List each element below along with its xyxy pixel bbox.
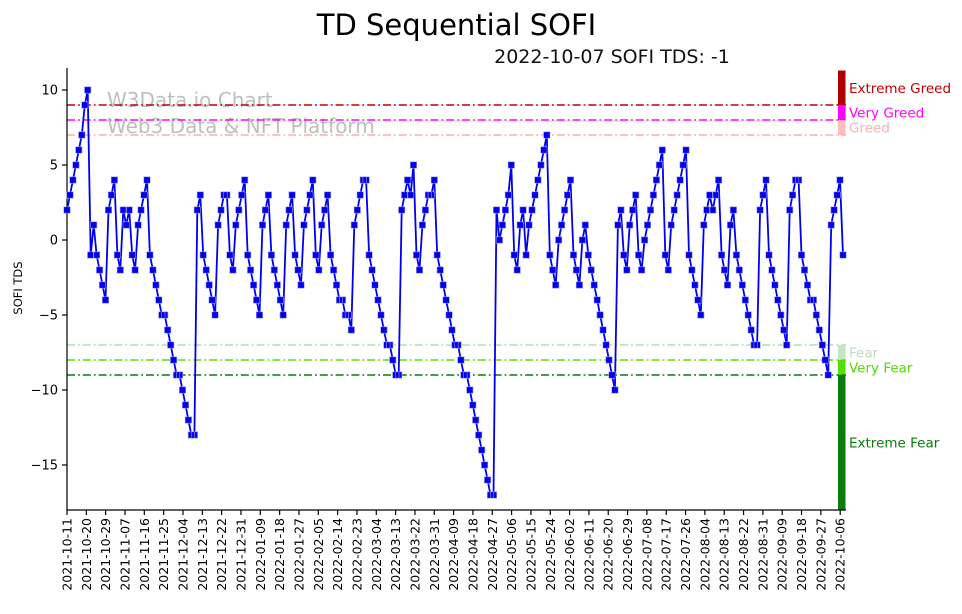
- x-tick-label: 2022-09-18: [794, 518, 809, 591]
- y-tick-label: −10: [31, 384, 58, 399]
- x-tick-label: 2021-10-20: [79, 518, 94, 591]
- x-tick-label: 2022-05-15: [523, 518, 538, 591]
- x-tick-label: 2022-05-06: [504, 518, 519, 591]
- x-tick-label: 2022-09-09: [775, 518, 790, 591]
- x-tick-label: 2021-12-22: [214, 518, 229, 591]
- x-tick-label: 2022-09-27: [813, 518, 828, 591]
- zone-label-fear: Fear: [849, 346, 879, 362]
- x-tick-label: 2022-03-31: [427, 518, 442, 591]
- x-tick-label: 2022-07-17: [659, 518, 674, 591]
- zone-bar-extreme-fear: [838, 375, 846, 510]
- watermark-line1: W3Data.io Chart: [107, 88, 273, 112]
- y-tick-label: 10: [41, 84, 58, 99]
- x-tick-label: 2021-11-16: [137, 518, 152, 591]
- zone-bar-greed: [838, 120, 846, 135]
- zone-bar-extreme-greed: [838, 70, 846, 105]
- x-tick-label: 2022-03-04: [369, 518, 384, 591]
- tds-series-line: [66, 89, 844, 496]
- x-tick-label: 2022-04-09: [446, 518, 461, 591]
- x-tick-label: 2022-03-22: [407, 518, 422, 591]
- chart-title: TD Sequential SOFI: [316, 8, 597, 42]
- zone-label-very-greed: Very Greed: [849, 106, 924, 122]
- y-tick-label: 5: [50, 159, 58, 174]
- y-tick-label: 0: [50, 234, 58, 249]
- tds-series-markers: [63, 86, 847, 499]
- zone-bar-fear: [838, 345, 846, 360]
- x-tick-label: 2022-08-04: [697, 518, 712, 591]
- x-tick-label: 2022-08-13: [717, 518, 732, 591]
- x-tick-label: 2022-06-11: [581, 518, 596, 591]
- x-tick-label: 2022-05-24: [543, 518, 558, 591]
- x-tick-label: 2022-02-14: [330, 518, 345, 591]
- y-axis-label: SOFI TDS: [11, 261, 25, 315]
- x-tick-label: 2021-10-11: [60, 518, 75, 591]
- zone-label-very-fear: Very Fear: [849, 361, 913, 377]
- x-tick-label: 2022-10-06: [833, 518, 848, 591]
- chart-subtitle: 2022-10-07 SOFI TDS: -1: [494, 46, 730, 68]
- x-tick-label: 2022-06-02: [562, 518, 577, 591]
- x-tick-label: 2021-11-25: [156, 518, 171, 591]
- x-tick-label: 2022-08-22: [736, 518, 751, 591]
- x-tick-label: 2022-02-23: [349, 518, 364, 591]
- x-tick-label: 2022-01-09: [253, 518, 268, 591]
- zone-label-extreme-fear: Extreme Fear: [849, 436, 940, 452]
- x-tick-label: 2022-01-27: [291, 518, 306, 591]
- x-tick-label: 2022-01-18: [272, 518, 287, 591]
- watermark-line2: Web3 Data & NFT Platform: [107, 114, 375, 138]
- x-tick-label: 2021-10-29: [98, 518, 113, 591]
- x-tick-label: 2021-12-31: [233, 518, 248, 591]
- x-tick-label: 2022-04-18: [465, 518, 480, 591]
- zone-bar-very-greed: [838, 105, 846, 120]
- x-tick-label: 2021-12-13: [195, 518, 210, 591]
- y-tick-label: −5: [39, 309, 58, 324]
- zone-label-extreme-greed: Extreme Greed: [849, 81, 951, 97]
- y-tick-label: −15: [31, 459, 58, 474]
- x-tick-label: 2021-11-07: [117, 518, 132, 591]
- x-tick-label: 2022-07-08: [639, 518, 654, 591]
- x-tick-label: 2022-07-26: [678, 518, 693, 591]
- x-tick-label: 2021-12-04: [175, 518, 190, 591]
- x-tick-label: 2022-02-05: [311, 518, 326, 591]
- x-tick-label: 2022-06-20: [601, 518, 616, 591]
- x-tick-label: 2022-06-29: [620, 518, 635, 591]
- zone-label-greed: Greed: [849, 121, 890, 137]
- zone-bar-very-fear: [838, 360, 846, 375]
- x-tick-label: 2022-03-13: [388, 518, 403, 591]
- x-tick-label: 2022-08-31: [755, 518, 770, 591]
- x-tick-label: 2022-04-27: [485, 518, 500, 591]
